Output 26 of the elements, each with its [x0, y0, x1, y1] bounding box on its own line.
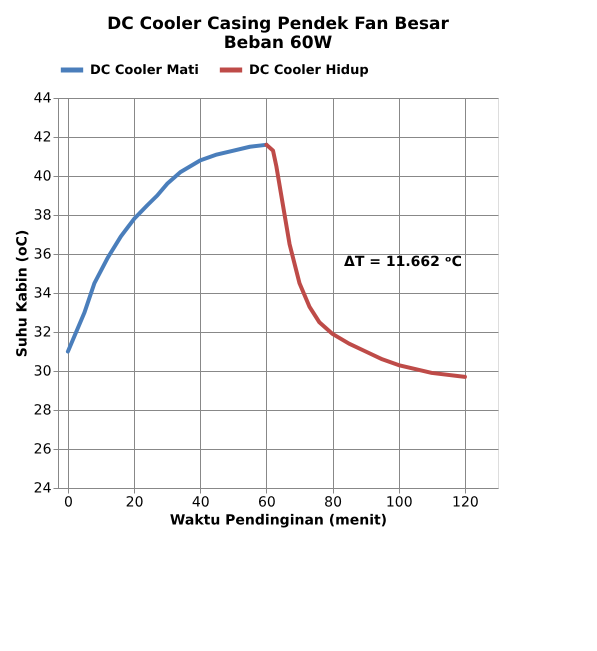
line-series [66, 142, 268, 354]
y-tick-label: 36 [34, 246, 52, 262]
line-series [264, 142, 467, 379]
y-tick-label: 40 [34, 168, 52, 184]
annotation: ΔT = 11.662 ᵒC [344, 254, 462, 270]
x-tick-label: 100 [386, 494, 413, 510]
x-tick-label: 40 [192, 494, 210, 510]
y-axis-title: Suhu Kabin (oC) [14, 230, 31, 358]
y-tick-label: 30 [34, 364, 52, 380]
x-tick-label: 60 [258, 494, 276, 510]
y-tick-label: 38 [34, 208, 52, 224]
y-tick-label: 26 [34, 442, 52, 458]
y-tick-label: 42 [34, 130, 52, 146]
x-tick-label: 120 [452, 494, 479, 510]
chart-title: DC Cooler Casing Pendek Fan Besar Beban 60W [107, 14, 450, 53]
y-tick-label: 24 [34, 480, 52, 496]
y-tick-label: 28 [34, 402, 52, 418]
y-tick-label: 44 [34, 90, 52, 106]
legend-label: DC Cooler Hidup [249, 63, 369, 78]
y-tick-label: 34 [34, 286, 52, 302]
x-tick-label: 20 [126, 494, 144, 510]
x-axis-title: Waktu Pendinginan (menit) [170, 512, 388, 528]
x-tick-label: 0 [64, 494, 73, 510]
y-tick-label: 32 [34, 324, 52, 340]
x-tick-label: 80 [324, 494, 342, 510]
legend-label: DC Cooler Mati [90, 63, 199, 78]
